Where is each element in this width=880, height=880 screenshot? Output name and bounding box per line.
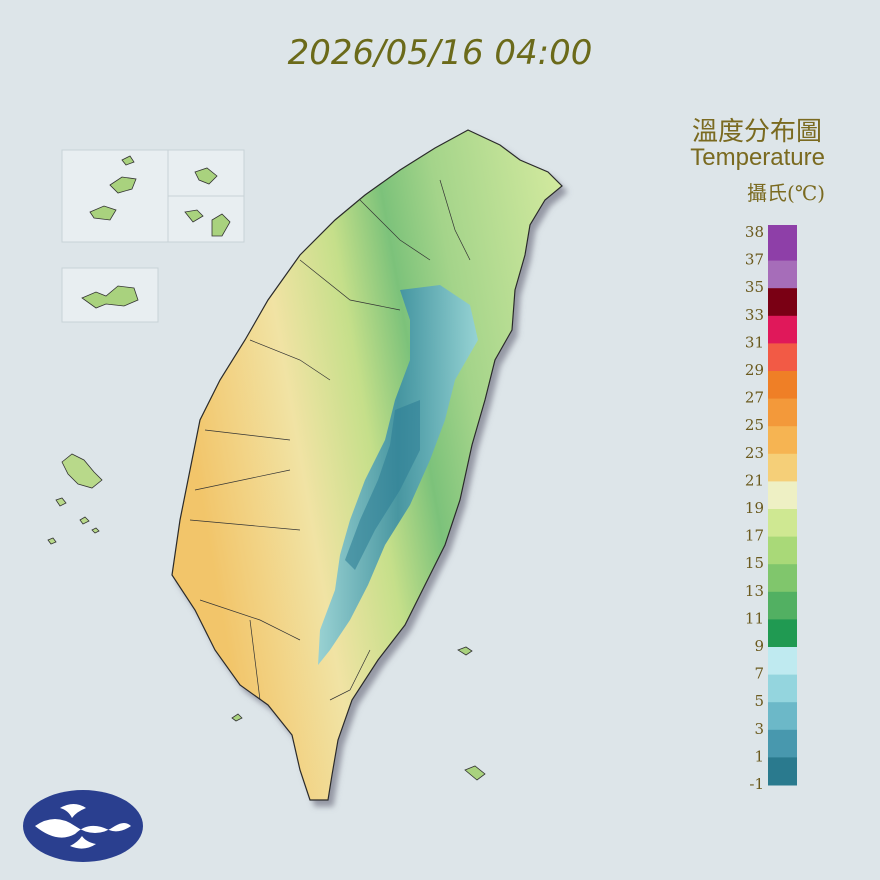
legend-swatch [768, 371, 797, 400]
legend-swatch [768, 288, 797, 317]
legend-tick-label: -1 [749, 775, 764, 793]
legend-tick-label: 27 [745, 389, 764, 407]
legend-subtitle: Temperature [690, 144, 825, 171]
cwa-logo [23, 790, 143, 862]
legend-swatch [768, 509, 797, 538]
legend-tick-label: 29 [745, 361, 764, 379]
legend-tick-label: 13 [745, 582, 764, 600]
legend-tick-label: 31 [745, 333, 764, 351]
legend-swatch [768, 343, 797, 372]
legend-tick-label: 3 [754, 720, 764, 738]
legend-unit: 攝氏(℃) [747, 181, 825, 205]
legend-swatch [768, 536, 797, 565]
legend-title: 溫度分布圖 [692, 117, 822, 147]
legend-swatch [768, 647, 797, 676]
legend-swatch [768, 315, 797, 344]
legend-swatch [768, 260, 797, 289]
legend-swatch [768, 453, 797, 482]
legend-tick-label: 38 [745, 223, 764, 241]
legend-tick-label: 9 [754, 637, 764, 655]
legend-tick-label: 19 [745, 499, 764, 517]
legend-swatch [768, 225, 797, 262]
legend-tick-label: 25 [745, 416, 764, 434]
inset-matsu [61, 149, 245, 243]
legend-swatch [768, 564, 797, 593]
inset-kinmen [61, 267, 159, 323]
legend-swatch [768, 591, 797, 620]
legend-tick-label: 5 [754, 692, 764, 710]
legend-tick-label: 15 [745, 554, 764, 572]
legend-tick-label: 23 [745, 444, 764, 462]
legend-tick-label: 11 [745, 609, 764, 627]
legend-swatch [768, 757, 797, 786]
legend-swatch [768, 426, 797, 455]
legend-tick-label: 37 [745, 251, 764, 269]
legend-tick-label: 1 [754, 747, 764, 765]
penghu [47, 453, 103, 545]
taiwan-island [171, 129, 563, 801]
legend-swatch [768, 729, 797, 758]
legend-swatch [768, 619, 797, 648]
legend-swatch [768, 702, 797, 731]
legend-swatch [768, 674, 797, 703]
legend-swatch [768, 481, 797, 510]
legend-tick-label: 35 [745, 278, 764, 296]
legend-tick-label: 7 [754, 665, 764, 683]
legend-tick-label: 21 [745, 471, 764, 489]
legend-tick-label: 17 [745, 527, 764, 545]
timestamp: 2026/05/16 04:00 [288, 33, 593, 73]
legend-swatch [768, 398, 797, 427]
legend-tick-label: 33 [745, 306, 764, 324]
